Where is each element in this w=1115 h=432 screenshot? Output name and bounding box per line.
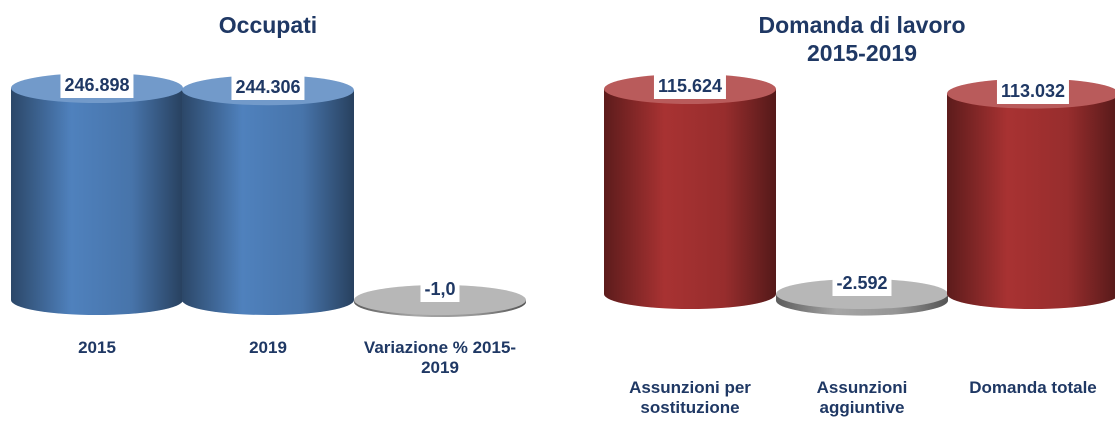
x-tick-label: 2019 bbox=[249, 338, 287, 357]
cylinder bbox=[11, 73, 183, 315]
cylinder-body-shade bbox=[604, 89, 776, 294]
x-tick-label: Assunzioni per sostituzione bbox=[629, 378, 751, 418]
value-label: -1,0 bbox=[420, 276, 460, 302]
chart-title: Occupati bbox=[218, 12, 318, 38]
chart-title: Domanda di lavoro 2015-2019 bbox=[758, 12, 966, 66]
value-label: 244.306 bbox=[231, 74, 305, 101]
value-label: 113.032 bbox=[996, 77, 1070, 104]
x-tick-label: 2015 bbox=[78, 338, 116, 357]
x-tick-label: Domanda totale bbox=[969, 378, 1097, 397]
x-tick-label: Variazione % 2015-2019 bbox=[363, 338, 517, 378]
cylinder bbox=[947, 78, 1115, 309]
cylinder-body-shade bbox=[182, 90, 354, 300]
cylinder-body-shade bbox=[947, 93, 1115, 295]
value-label: 115.624 bbox=[653, 73, 727, 99]
cylinder bbox=[182, 75, 354, 315]
cylinder-body-shade bbox=[11, 88, 183, 300]
value-label: -2.592 bbox=[832, 270, 892, 296]
value-label: 246.898 bbox=[60, 72, 134, 98]
x-tick-label: Assunzioni aggiuntive bbox=[816, 378, 908, 418]
cylinder bbox=[604, 74, 776, 309]
